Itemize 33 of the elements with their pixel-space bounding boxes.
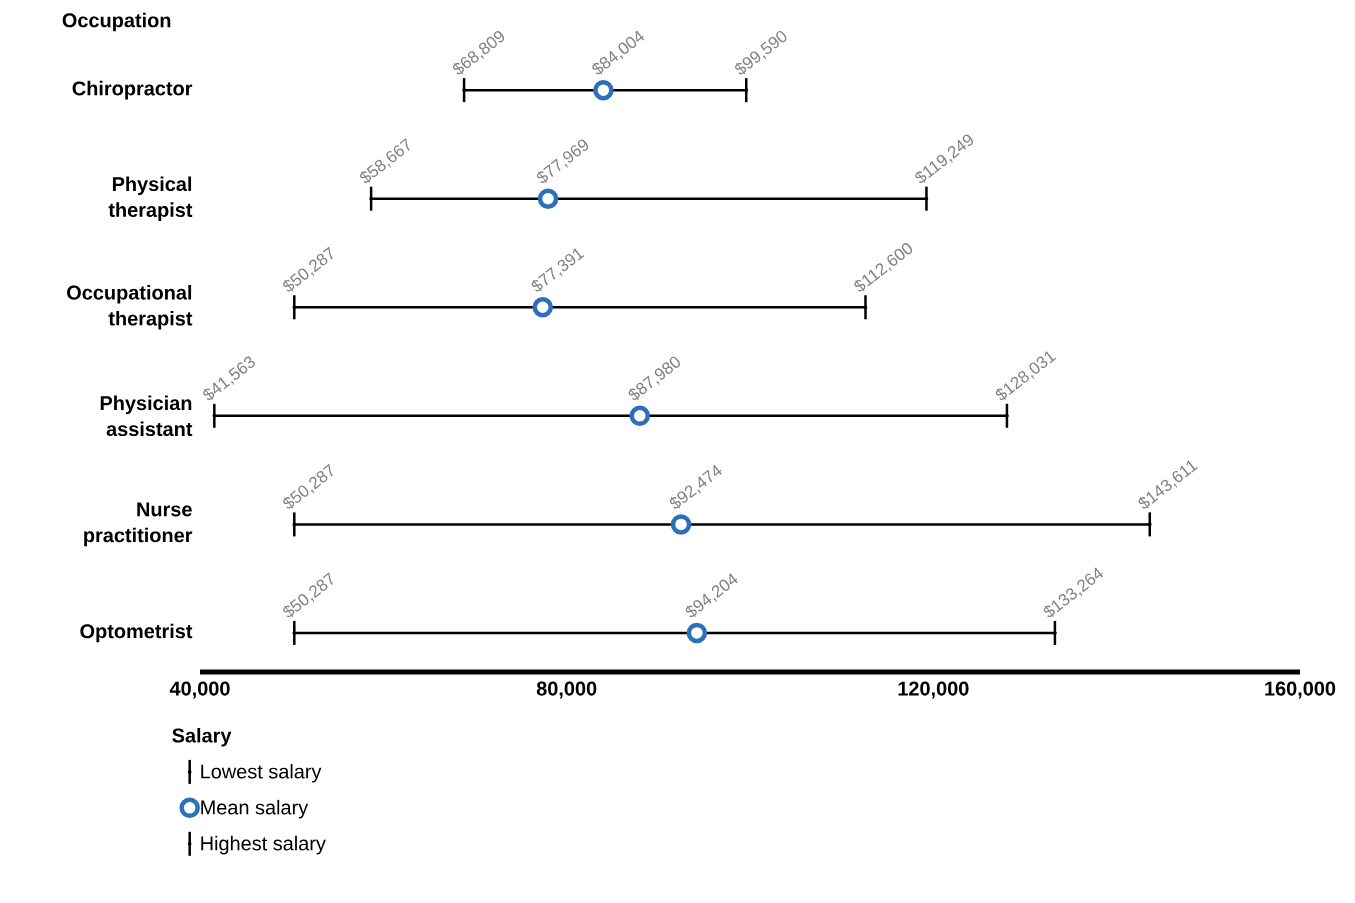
point (1005, 414, 1009, 418)
legend-label: Mean salary (201, 799, 309, 819)
x-tick-label: 120,000 (898, 681, 969, 699)
point (863, 305, 868, 310)
point (212, 414, 217, 418)
x-tick-label: 160,000 (1265, 681, 1336, 699)
y-axis-title: Occupation (62, 12, 171, 32)
y-tick-label: Physical therapist (108, 176, 193, 221)
y-tick-label: Chiropractor (72, 80, 193, 100)
point (744, 88, 749, 92)
legend-label: Highest salary (201, 835, 326, 855)
point (537, 188, 559, 209)
legend-label: Lowest salary (201, 763, 322, 783)
x-tick-label: 40,000 (169, 681, 230, 699)
point (1147, 522, 1152, 527)
y-tick-label: Occupational therapist (67, 285, 193, 330)
x-tick-label: 80,000 (536, 681, 597, 699)
point (593, 79, 614, 101)
point (369, 196, 373, 201)
point (1053, 631, 1057, 635)
point (292, 631, 297, 635)
point (292, 305, 297, 310)
point (462, 88, 466, 92)
point (629, 405, 651, 427)
point (532, 297, 553, 318)
point (670, 514, 692, 535)
legend-title: Salary (172, 727, 232, 747)
point (292, 522, 297, 527)
point (686, 622, 708, 644)
y-tick-label: Nurse practitioner (84, 502, 193, 547)
y-tick-label: Physician assistant (100, 395, 193, 437)
y-tick-label: Optometrist (80, 623, 193, 643)
point (924, 196, 929, 201)
